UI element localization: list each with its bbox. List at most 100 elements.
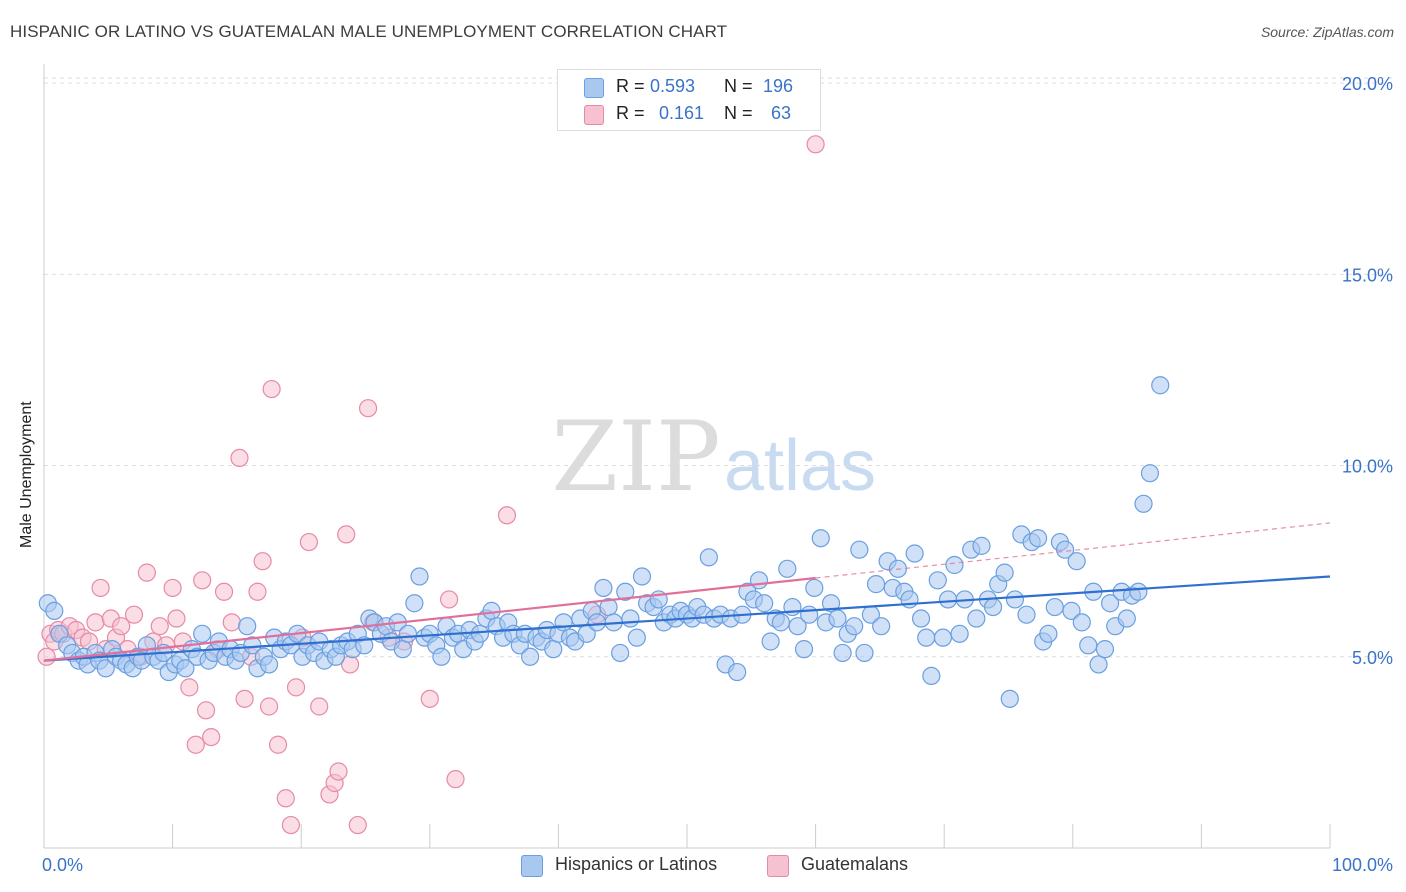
legend-swatch-pink [767,855,789,877]
hispanic-point [243,636,262,655]
hispanic-point [928,571,947,590]
tick-labels: 5.0% 10.0% 15.0% 20.0% 0.0% 100.0% [42,74,1393,875]
guatemalan-point [276,789,295,808]
hispanic-point [482,601,501,620]
grid-lines [44,77,1394,658]
hispanics-trend-line [43,575,1331,662]
hispanic-point [632,567,652,586]
hispanic-point [805,578,824,598]
y-tick-label: 10.0% [1342,457,1393,477]
hispanic-point [749,571,769,590]
hispanic-point [410,567,429,586]
guatemalan-point [446,770,465,789]
hispanic-point [176,659,195,678]
hispanic-point [1000,689,1019,708]
hispanic-point [621,609,640,628]
guatemalan-point [91,578,110,598]
hispanic-point [794,640,814,659]
hispanic-point [1028,529,1048,548]
hispanic-point [238,617,257,636]
guatemalan-point [262,379,281,399]
guatemalan-point [112,617,131,636]
hispanic-point [398,624,418,643]
hispanic-point [800,605,819,624]
hispanic-point [771,613,790,632]
hispanic-point [761,632,780,651]
hispanic-point [393,640,412,659]
legend-label-hispanics: Hispanics or Latinos [555,854,718,874]
guatemalan-point [281,815,301,835]
guatemalan-point [214,582,234,601]
guatemalan-point [167,609,186,628]
hispanic-point [933,628,953,647]
hispanic-point [828,609,847,628]
hispanic-point [1151,376,1170,395]
hispanic-point [1117,609,1136,628]
guatemalan-point [230,448,249,468]
hispanic-point [922,666,941,686]
guatemalan-point [196,701,216,720]
hispanic-point [938,590,958,609]
hispanic-point [587,613,607,632]
guatemalan-point [348,815,367,835]
hispanic-point [821,594,841,613]
x-tick-label-max: 100.0% [1332,855,1393,875]
guatemalan-point [202,727,221,747]
hispanic-point [788,617,807,636]
hispanic-point [811,529,830,548]
guatemalan-point [193,571,212,590]
guatemalan-point [124,605,144,624]
y-tick-label: 5.0% [1352,648,1393,668]
hispanic-point [259,655,279,674]
legend-n-value: 63 [771,103,792,123]
guatemalan-point [806,135,825,154]
legend-n-label: N = [724,103,753,123]
hispanic-point [470,624,490,643]
chart-title: HISPANIC OR LATINO VS GUATEMALAN MALE UN… [10,22,728,41]
guatemalan-point [497,506,517,525]
hispanic-point [1072,613,1091,632]
hispanic-point [96,659,115,678]
guatemalan-point [259,697,279,716]
guatemalan-point [248,582,267,601]
hispanic-point [755,594,774,613]
legend-r-value: 0.593 [650,76,696,96]
hispanic-point [983,597,1003,617]
hispanic-point [699,548,718,567]
hispanic-point [855,643,874,663]
hispanic-point [1129,582,1148,601]
guatemalan-point [358,399,378,418]
hispanic-point [866,575,886,594]
hispanic-point [611,643,630,663]
hispanic-point [554,613,573,632]
hispanic-point [778,559,797,578]
hispanic-point [405,594,424,613]
source-label: Source: ZipAtlas.com [1260,24,1394,40]
guatemalan-point [329,762,348,781]
guatemalan-point [235,689,254,708]
guatemalan-point [299,532,319,552]
hispanic-point [1062,601,1081,620]
legend-n-label: N = [724,76,753,96]
trend-lines [43,522,1331,662]
hispanic-point [521,647,540,666]
correlation-legend: R = 0.593 N = 196 R = 0.161 N = 63 [557,69,821,131]
hispanic-point [728,662,747,682]
legend-swatch-blue [521,855,543,877]
hispanic-point [833,643,852,663]
hispanic-point [872,617,891,636]
hispanic-point [850,540,869,559]
guatemalan-point [180,678,199,697]
guatemalan-point [310,697,329,716]
watermark-zip: ZIP [551,401,720,513]
legend-label-guatemalans: Guatemalans [801,854,909,874]
hispanic-point [1079,636,1098,655]
hispanic-point [627,628,646,647]
hispanic-point [911,609,931,628]
hispanics-points [38,376,1170,708]
hispanic-point [1055,540,1075,559]
hispanic-point [950,624,969,643]
y-tick-label: 20.0% [1342,74,1393,94]
hispanic-point [1134,494,1153,513]
